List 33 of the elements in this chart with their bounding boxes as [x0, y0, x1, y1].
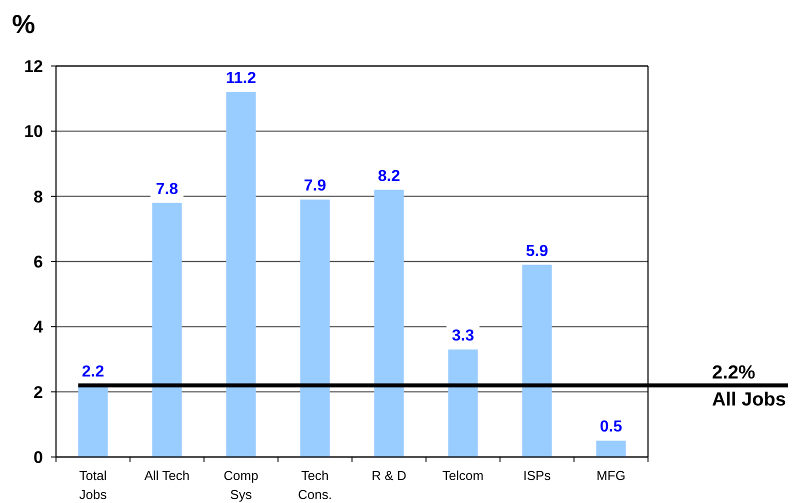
x-tick-label: Telcom: [442, 468, 484, 483]
y-tick-label: 8: [34, 187, 43, 206]
bar: [522, 264, 552, 457]
data-label: 0.5: [600, 418, 622, 436]
y-tick-label: 2: [34, 382, 43, 402]
bar: [300, 200, 330, 457]
bar: [226, 92, 256, 457]
x-tick-label: MFG: [596, 468, 626, 483]
bar: [152, 202, 182, 457]
data-label: 3.3: [452, 327, 474, 344]
y-tick-label: 0: [34, 448, 43, 467]
data-label: 7.9: [304, 178, 326, 195]
ref-line-label: 2.2% All Jobs: [712, 362, 786, 410]
y-tick-label: 6: [34, 252, 43, 272]
y-tick-label: 12: [24, 56, 43, 76]
y-axis-title: %: [12, 9, 36, 39]
x-tick-label: R & D: [372, 468, 406, 483]
bar: [78, 385, 108, 457]
data-label: 11.2: [226, 70, 256, 88]
bar: [448, 349, 478, 457]
x-tick-label: ISPs: [523, 468, 552, 483]
bar: [374, 190, 404, 457]
x-tick-label: Total Jobs: [79, 468, 108, 502]
y-tick-label: 4: [34, 318, 44, 337]
data-label: 2.2: [82, 363, 104, 380]
data-label: 8.2: [378, 168, 400, 185]
x-tick-label: Tech Cons.: [298, 468, 332, 502]
data-label: 7.8: [156, 180, 178, 198]
y-tick-label: 10: [24, 122, 43, 142]
bar: [596, 440, 626, 457]
x-tick-label: All Tech: [144, 468, 190, 483]
x-tick-label: Comp Sys: [224, 468, 258, 502]
data-label: 5.9: [526, 242, 548, 260]
